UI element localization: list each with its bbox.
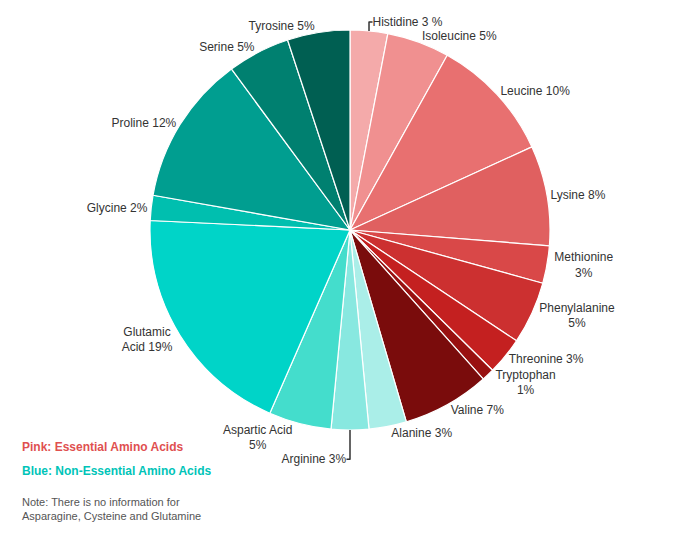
- svg-text:Isoleucine 5%: Isoleucine 5%: [422, 29, 497, 43]
- svg-text:Serine 5%: Serine 5%: [199, 40, 255, 54]
- svg-text:Proline 12%: Proline 12%: [112, 116, 177, 130]
- svg-text:Tryptophan1%: Tryptophan1%: [495, 368, 555, 398]
- svg-text:Leucine 10%: Leucine 10%: [500, 84, 570, 98]
- svg-text:Valine 7%: Valine 7%: [451, 403, 504, 417]
- svg-text:Lysine 8%: Lysine 8%: [550, 188, 605, 202]
- svg-text:Aspartic Acid5%: Aspartic Acid5%: [223, 423, 292, 453]
- svg-text:Threonine 3%: Threonine 3%: [509, 352, 584, 366]
- svg-text:Arginine 3%: Arginine 3%: [281, 452, 346, 466]
- svg-text:Blue: Non-Essential Amino Acid: Blue: Non-Essential Amino Acids: [22, 464, 211, 478]
- svg-text:Methionine3%: Methionine3%: [554, 250, 613, 280]
- svg-text:Glycine 2%: Glycine 2%: [87, 201, 148, 215]
- svg-text:GlutamicAcid 19%: GlutamicAcid 19%: [122, 325, 173, 355]
- svg-text:Alanine 3%: Alanine 3%: [391, 426, 452, 440]
- svg-text:Histidine 3 %: Histidine 3 %: [373, 15, 443, 29]
- svg-text:Phenylalanine5%: Phenylalanine5%: [539, 301, 615, 331]
- svg-text:Note: There is no information: Note: There is no information forAsparag…: [22, 496, 201, 522]
- svg-text:Tyrosine 5%: Tyrosine 5%: [249, 19, 315, 33]
- svg-text:Pink: Essential Amino Acids: Pink: Essential Amino Acids: [22, 440, 183, 454]
